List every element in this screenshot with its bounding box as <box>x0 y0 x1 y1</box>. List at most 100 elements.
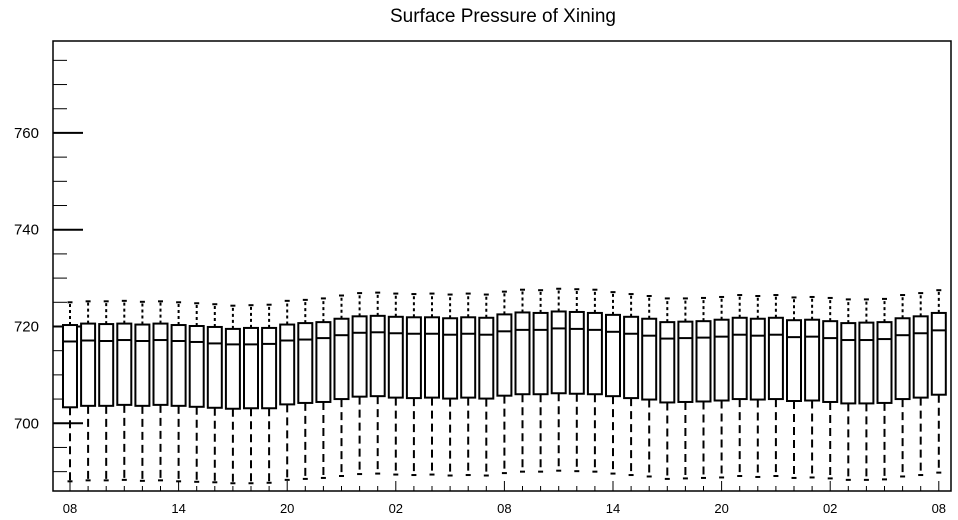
box-step-24 <box>496 290 513 475</box>
box-body <box>786 319 802 402</box>
box-step-43 <box>840 298 857 481</box>
box-body <box>623 315 640 400</box>
box-step-45 <box>876 297 893 481</box>
box-body <box>134 323 151 407</box>
box-step-35 <box>695 296 712 479</box>
box-step-30 <box>605 291 621 475</box>
box-body <box>333 317 350 401</box>
box-step-22 <box>460 292 477 477</box>
box-step-18 <box>387 292 404 476</box>
box-body <box>478 316 495 400</box>
box-body <box>586 311 603 396</box>
box-step-46 <box>894 294 911 478</box>
box-body <box>297 322 314 404</box>
box-body <box>912 315 929 399</box>
x-tick-label: 14 <box>606 501 620 516</box>
box-step-16 <box>351 292 368 476</box>
box-body <box>840 322 857 405</box>
box-body <box>767 316 784 401</box>
box-body <box>80 322 97 407</box>
box-step-42 <box>822 296 839 480</box>
plot-frame <box>52 40 952 492</box>
box-step-38 <box>749 295 766 478</box>
box-step-11 <box>261 303 278 484</box>
box-body <box>894 317 911 401</box>
box-step-7 <box>188 302 205 483</box>
box-body <box>424 316 440 399</box>
box-body <box>405 316 422 400</box>
y-tick-label: 700 <box>14 415 39 432</box>
box-step-4 <box>134 300 151 482</box>
box-body <box>641 317 658 401</box>
box-body <box>116 322 133 406</box>
box-step-27 <box>550 287 567 472</box>
box-step-13 <box>297 298 314 480</box>
box-step-25 <box>514 288 531 473</box>
box-body <box>243 326 259 410</box>
chart-title: Surface Pressure of Xining <box>390 6 616 27</box>
box-step-1 <box>80 300 97 482</box>
box-step-8 <box>206 303 223 484</box>
x-tick-label: 02 <box>389 501 403 516</box>
box-body <box>315 321 332 403</box>
box-body <box>659 321 676 404</box>
y-axis: 700 720 740 760 <box>14 59 83 473</box>
box-body <box>170 324 187 407</box>
box-step-17 <box>369 291 386 475</box>
box-body <box>677 320 694 403</box>
box-body <box>876 321 893 404</box>
box-body <box>568 310 585 395</box>
box-body <box>858 321 875 405</box>
box-step-36 <box>713 295 730 479</box>
box-step-5 <box>152 300 169 482</box>
box-body <box>731 316 748 401</box>
box-body <box>387 315 404 399</box>
x-tick-label: 14 <box>171 501 185 516</box>
box-step-15 <box>333 294 350 477</box>
y-tick-label: 740 <box>14 222 39 239</box>
box-body <box>605 313 621 398</box>
box-step-21 <box>442 293 459 477</box>
box-step-3 <box>116 299 133 481</box>
box-body <box>822 320 839 403</box>
box-step-48 <box>930 289 947 474</box>
box-body <box>460 316 477 399</box>
box-step-0 <box>62 301 78 483</box>
box-body <box>442 317 459 400</box>
box-body <box>804 318 821 402</box>
box-body <box>369 314 386 398</box>
box-step-44 <box>858 298 875 481</box>
box-step-10 <box>243 304 259 485</box>
box-step-31 <box>623 293 640 477</box>
box-body <box>532 311 549 396</box>
box-body <box>550 310 567 395</box>
y-tick-label: 720 <box>14 318 39 335</box>
x-tick-label: 08 <box>497 501 511 516</box>
box-body <box>930 311 947 396</box>
box-body <box>351 315 368 398</box>
box-body <box>514 311 531 396</box>
box-body <box>188 325 205 408</box>
box-step-34 <box>677 297 694 480</box>
box-body <box>749 317 766 401</box>
y-tick-label: 760 <box>14 125 39 142</box>
box-step-28 <box>568 288 585 473</box>
box-step-29 <box>586 288 603 473</box>
box-body <box>152 322 169 406</box>
x-tick-label: 20 <box>280 501 294 516</box>
box-body <box>206 325 223 409</box>
box-step-2 <box>98 300 115 482</box>
box-step-19 <box>405 293 422 477</box>
box-body <box>224 327 241 410</box>
box-step-32 <box>641 295 658 478</box>
box-body <box>98 323 115 407</box>
box-step-14 <box>315 297 332 479</box>
box-step-40 <box>786 296 802 479</box>
x-tick-label: 02 <box>823 501 837 516</box>
box-step-33 <box>659 297 676 480</box>
box-step-41 <box>804 295 821 479</box>
box-body <box>496 313 513 397</box>
box-body <box>695 320 712 403</box>
x-tick-label: 20 <box>714 501 728 516</box>
box-body <box>62 324 78 409</box>
